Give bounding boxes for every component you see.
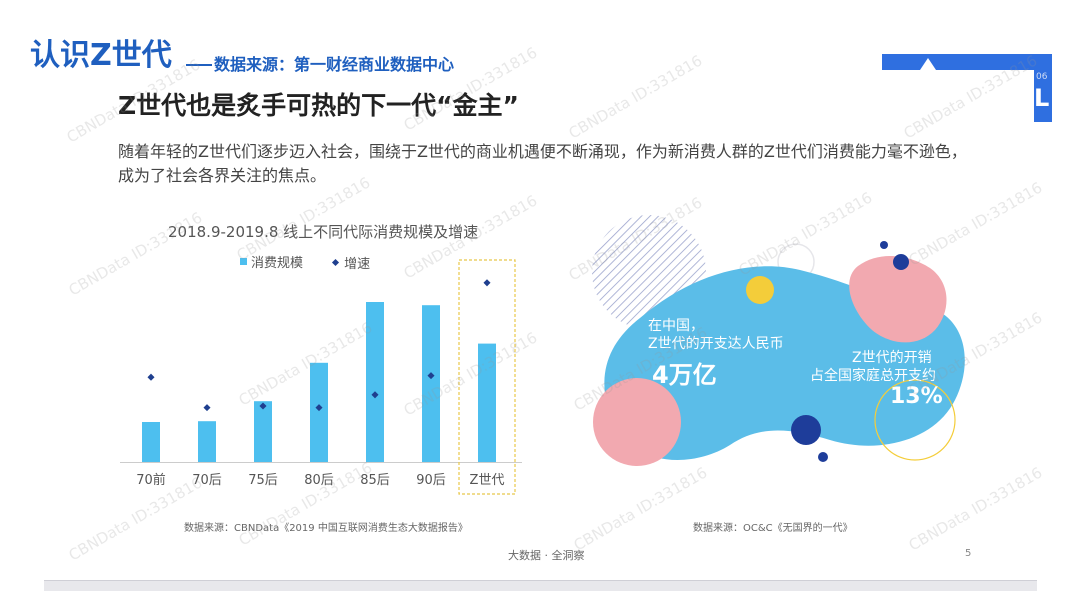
growth-point [483, 279, 491, 287]
page-number: 5 [965, 548, 972, 559]
section-title: 认识Z世代 [30, 38, 172, 73]
legend-item-points: 增速 [332, 253, 371, 272]
bar [422, 305, 440, 462]
yellow-dot-decoration [746, 276, 774, 304]
legend-label-bars: 消费规模 [251, 256, 304, 271]
x-tick-label: 70后 [192, 473, 222, 488]
stat1-value: 4万亿 [652, 361, 717, 389]
infographic-source: 数据来源：OC&C《无国界的一代》 [693, 523, 853, 534]
pink-circle-decoration [593, 378, 681, 466]
stat1-line-2: Z世代的开支达人民币 [648, 336, 784, 352]
x-tick-label: 85后 [360, 473, 390, 488]
navy-dot-decoration [893, 254, 909, 270]
corner-number: 06 [1036, 72, 1048, 82]
intro-paragraph: 随着年轻的Z世代们逐步迈入社会，围绕于Z世代的商业机遇便不断涌现，作为新消费人群… [118, 142, 967, 185]
bar [254, 401, 272, 462]
bar [198, 421, 216, 462]
x-tick-label: 75后 [248, 473, 278, 488]
x-tick-label: Z世代 [470, 473, 505, 488]
bar [478, 343, 496, 462]
bar [310, 362, 328, 462]
legend-label-points: 增速 [344, 257, 371, 272]
growth-point [259, 402, 267, 410]
x-tick-label: 70前 [136, 472, 166, 488]
corner-triangle-icon [920, 58, 936, 70]
bottom-bar [44, 580, 1037, 591]
growth-point [371, 391, 379, 399]
bar [366, 302, 384, 462]
highlight-box [458, 259, 516, 495]
header-rule [186, 64, 212, 66]
legend-bar-swatch-icon [240, 258, 247, 265]
corner-logo-mask [882, 70, 1034, 122]
stat2-line-2: 占全国家庭总开支约 [810, 368, 936, 384]
legend-item-bars: 消费规模 [240, 252, 303, 271]
growth-point [427, 372, 435, 380]
growth-point [203, 404, 211, 412]
footer-brand: 大数据 · 全洞察 [508, 549, 585, 562]
stat1-line-1: 在中国， [648, 318, 704, 334]
chart-source: 数据来源：CBNData《2019 中国互联网消费生态大数据报告》 [184, 523, 468, 534]
stat2-line-1: Z世代的开销 [852, 350, 932, 366]
stat2-value: 13% [890, 384, 943, 409]
navy-circle-decoration [791, 415, 821, 445]
corner-letter: L [1034, 84, 1050, 112]
navy-small-dot-decoration [818, 452, 828, 462]
navy-tiny-dot-decoration [880, 241, 888, 249]
x-tick-label: 90后 [416, 473, 446, 488]
chart-title: 2018.9-2019.8 线上不同代际消费规模及增速 [168, 223, 479, 241]
slide-title: Z世代也是炙手可热的下一代“金主” [118, 91, 519, 120]
bar [142, 422, 160, 462]
growth-point [147, 373, 155, 381]
yellow-outline-circle-decoration [874, 379, 956, 461]
x-tick-label: 80后 [304, 473, 334, 488]
chart-legend: 消费规模 增速 [240, 252, 396, 272]
pink-blob-shape [849, 255, 947, 343]
header-source: 数据来源：第一财经商业数据中心 [214, 55, 455, 74]
growth-point [315, 404, 323, 412]
